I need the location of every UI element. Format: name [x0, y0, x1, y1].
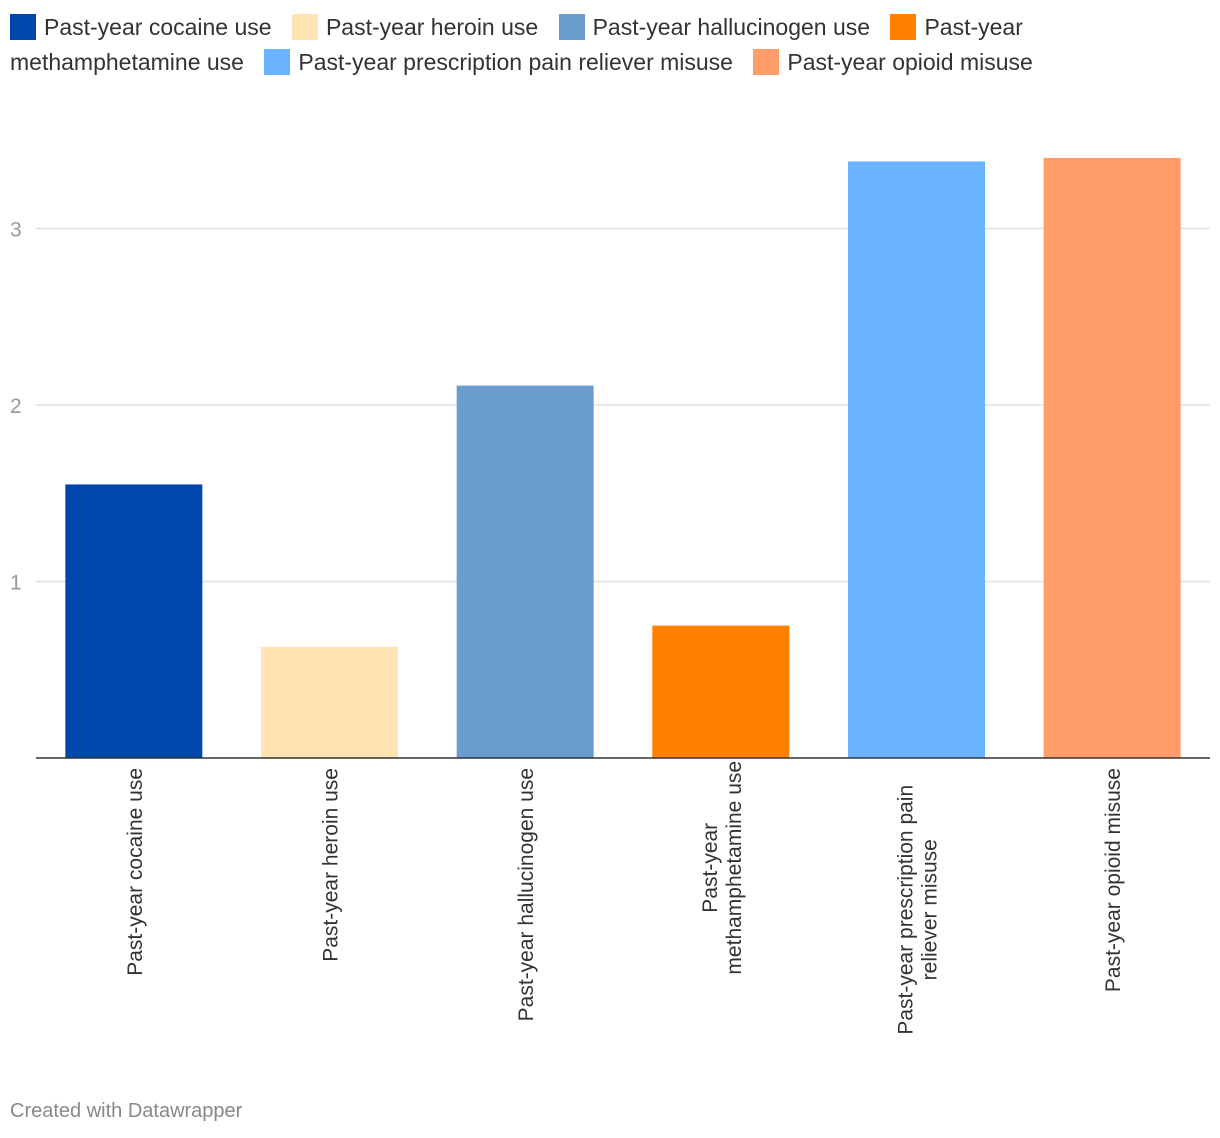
legend-item-hallucinogen: Past-year hallucinogen use: [558, 14, 871, 40]
legend-item-prescription: Past-year prescription pain reliever mis…: [264, 49, 733, 75]
x-tick-label-5: Past-year prescription painreliever misu…: [895, 785, 942, 1035]
x-tick-label-4-line-1: Past-year: [699, 823, 722, 913]
x-tick-label-5-line-1: Past-year prescription pain: [895, 785, 918, 1035]
legend-swatch-cocaine: [10, 14, 36, 40]
x-tick-label-3: Past-year hallucinogen use: [515, 768, 538, 1021]
x-tick-label-6-line-1: Past-year opioid misuse: [1102, 768, 1125, 992]
x-tick-label-3-line-1: Past-year hallucinogen use: [515, 768, 538, 1021]
legend-swatch-methamphetamine: [890, 14, 917, 40]
x-tick-label-4: Past-yearmethamphetamine use: [699, 761, 746, 975]
legend-item-methamphetamine: Past-year methamphetamine use: [10, 14, 1023, 75]
y-axis-ticks: 1 2 3: [10, 219, 22, 595]
x-tick-label-4-line-2: methamphetamine use: [723, 761, 746, 975]
gridlines: [36, 227, 1210, 583]
legend: Past-year cocaine use Past-year heroin u…: [10, 10, 1210, 80]
y-tick-label-2: 2: [10, 395, 22, 418]
bar-1: [65, 484, 203, 758]
legend-label-methamphetamine: Past-year methamphetamine use: [10, 14, 1023, 75]
x-tick-label-6: Past-year opioid misuse: [1102, 768, 1125, 992]
legend-label-heroin: Past-year heroin use: [325, 14, 539, 40]
legend-label-prescription: Past-year prescription pain reliever mis…: [298, 49, 733, 75]
bars: [65, 157, 1181, 758]
x-tick-label-2: Past-year heroin use: [320, 768, 343, 962]
legend-label-hallucinogen: Past-year hallucinogen use: [592, 14, 871, 40]
legend-item-opioid: Past-year opioid misuse: [753, 49, 1033, 75]
x-tick-label-5-line-2: reliever misuse: [919, 839, 942, 980]
bar-4: [652, 625, 790, 758]
footer-credit: Created with Datawrapper: [10, 1100, 243, 1122]
x-tick-label-1: Past-year cocaine use: [124, 768, 147, 976]
bar-6: [1043, 157, 1181, 758]
bar-5: [848, 161, 985, 758]
y-tick-label-3: 3: [10, 219, 22, 242]
legend-swatch-prescription: [264, 49, 291, 75]
bar-2: [261, 646, 398, 758]
legend-label-opioid: Past-year opioid misuse: [787, 49, 1033, 75]
legend-swatch-heroin: [291, 14, 318, 40]
x-tick-label-2-line-1: Past-year heroin use: [320, 768, 343, 962]
legend-swatch-opioid: [753, 49, 780, 75]
y-tick-label-1: 1: [10, 572, 22, 595]
bar-3: [456, 385, 594, 758]
legend-item-heroin: Past-year heroin use: [291, 14, 539, 40]
legend-swatch-hallucinogen: [558, 14, 585, 40]
legend-label-cocaine: Past-year cocaine use: [44, 14, 272, 40]
legend-item-cocaine: Past-year cocaine use: [10, 14, 272, 40]
x-tick-label-1-line-1: Past-year cocaine use: [124, 768, 147, 976]
x-axis-labels: Past-year cocaine use Past-year heroin us…: [124, 761, 1125, 1035]
